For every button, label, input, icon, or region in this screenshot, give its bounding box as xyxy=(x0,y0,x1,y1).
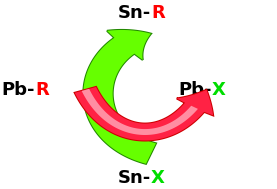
Text: X: X xyxy=(211,81,225,99)
Polygon shape xyxy=(75,87,213,140)
Polygon shape xyxy=(83,30,156,164)
Text: Sn-: Sn- xyxy=(118,169,151,187)
Polygon shape xyxy=(83,30,156,164)
Text: Sn-: Sn- xyxy=(118,4,151,22)
Text: X: X xyxy=(151,169,165,187)
Text: Pb-: Pb- xyxy=(1,81,35,99)
Text: Pb-: Pb- xyxy=(178,81,211,99)
Text: R: R xyxy=(151,4,165,22)
Text: R: R xyxy=(35,81,49,99)
Polygon shape xyxy=(82,89,198,135)
Polygon shape xyxy=(75,87,213,140)
